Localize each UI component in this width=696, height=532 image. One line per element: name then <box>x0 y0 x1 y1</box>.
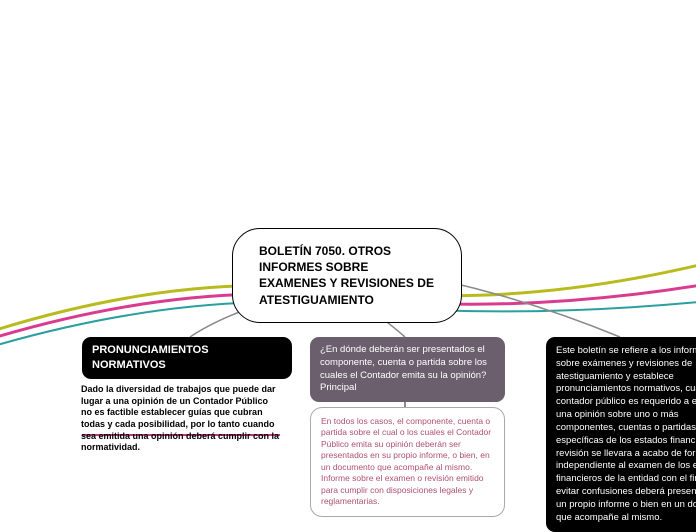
left-branch-title[interactable]: PRONUNCIAMIENTOS NORMATIVOS <box>82 337 292 379</box>
left-branch-body: Dado la diversidad de trabajos que puede… <box>81 384 281 454</box>
left-body-text: Dado la diversidad de trabajos que puede… <box>81 384 279 452</box>
middle-title-text: ¿En dónde deberán ser presentados el com… <box>320 344 487 393</box>
right-branch-body[interactable]: Este boletín se refiere a los informes s… <box>546 337 696 532</box>
middle-branch-body: En todos los casos, el componente, cuent… <box>310 407 505 517</box>
left-title-text: PRONUNCIAMIENTOS NORMATIVOS <box>92 344 209 371</box>
mindmap-canvas: BOLETÍN 7050. OTROS INFORMES SOBRE EXAME… <box>0 0 696 520</box>
center-node[interactable]: BOLETÍN 7050. OTROS INFORMES SOBRE EXAME… <box>232 228 462 323</box>
middle-branch-title[interactable]: ¿En dónde deberán ser presentados el com… <box>310 337 505 402</box>
center-title: BOLETÍN 7050. OTROS INFORMES SOBRE EXAME… <box>259 244 434 307</box>
right-body-text: Este boletín se refiere a los informes s… <box>556 345 696 523</box>
middle-body-text: En todos los casos, el componente, cuent… <box>321 416 491 506</box>
